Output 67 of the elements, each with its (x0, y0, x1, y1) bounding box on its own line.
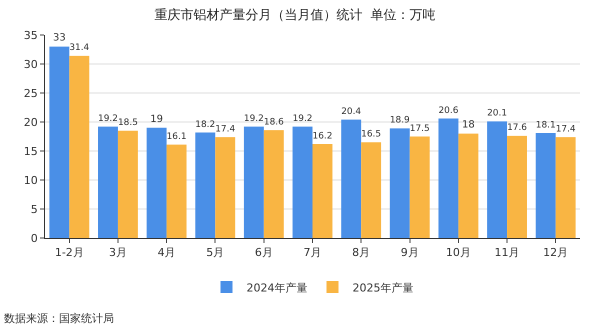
legend-label: 2024年产量 (246, 281, 308, 294)
bar (292, 126, 312, 238)
data-label: 20.1 (487, 108, 508, 119)
bar (146, 128, 167, 238)
x-tick-label: 5月 (206, 246, 224, 260)
bar (215, 137, 236, 238)
y-tick-label: 25 (24, 86, 38, 100)
data-label: 16.1 (166, 132, 187, 142)
data-label: 18.9 (390, 116, 410, 126)
x-tick-label: 6月 (254, 246, 273, 260)
legend-label: 2025年产量 (352, 281, 414, 294)
bar (264, 130, 284, 238)
data-label: 16.5 (361, 130, 382, 140)
data-label: 33 (52, 32, 66, 44)
data-label: 19.2 (292, 114, 312, 124)
chart-title: 重庆市铝材产量分月（当月值）统计 单位：万吨 (154, 8, 436, 23)
y-tick-label: 10 (24, 174, 38, 187)
x-tick-label: 3月 (108, 246, 127, 260)
x-tick-label: 12月 (543, 246, 568, 260)
y-tick-label: 0 (30, 232, 38, 245)
bar (438, 118, 458, 238)
data-label: 18.2 (195, 120, 216, 130)
data-label: 17.6 (507, 123, 528, 134)
bar (361, 142, 382, 238)
x-tick-label: 1-2月 (54, 246, 84, 260)
bar (410, 136, 430, 238)
y-tick-label: 20 (24, 116, 38, 129)
x-tick-label: 10月 (446, 246, 471, 260)
bar (244, 126, 264, 238)
data-label: 18.6 (264, 117, 284, 128)
y-tick-label: 30 (24, 58, 38, 71)
x-tick-label: 7月 (304, 246, 322, 260)
bar (390, 128, 410, 238)
bar (487, 121, 508, 238)
bar (341, 120, 362, 238)
bar (458, 134, 478, 238)
bar (536, 133, 556, 238)
data-label: 19.2 (244, 114, 264, 124)
data-label: 18.5 (118, 118, 138, 128)
y-tick-label: 5 (30, 202, 38, 216)
x-tick-label: 8月 (352, 246, 370, 260)
y-tick-label: 35 (24, 28, 38, 42)
data-label: 17.4 (215, 124, 236, 134)
bar (98, 126, 118, 238)
data-label: 20.4 (341, 106, 362, 117)
data-label: 19 (150, 114, 163, 125)
bar (69, 56, 90, 238)
bar (507, 136, 527, 238)
y-tick-label: 15 (24, 144, 38, 158)
bar (195, 132, 216, 238)
data-label: 17.4 (556, 124, 576, 134)
data-label: 17.5 (410, 124, 430, 134)
x-tick-label: 11月 (494, 246, 520, 260)
data-label: 18 (462, 120, 475, 131)
bar (118, 130, 138, 238)
bar (49, 46, 70, 238)
x-tick-label: 4月 (158, 246, 176, 260)
x-tick-label: 9月 (400, 246, 419, 260)
source-note: 数据来源：国家统计局 (4, 312, 114, 325)
data-label: 20.6 (438, 106, 459, 116)
bar (166, 144, 187, 238)
data-label: 18.1 (536, 120, 556, 130)
bar (312, 144, 332, 238)
data-label: 16.2 (312, 131, 332, 142)
data-label: 31.4 (69, 43, 90, 54)
data-label: 19.2 (98, 114, 118, 124)
bar (556, 137, 576, 238)
